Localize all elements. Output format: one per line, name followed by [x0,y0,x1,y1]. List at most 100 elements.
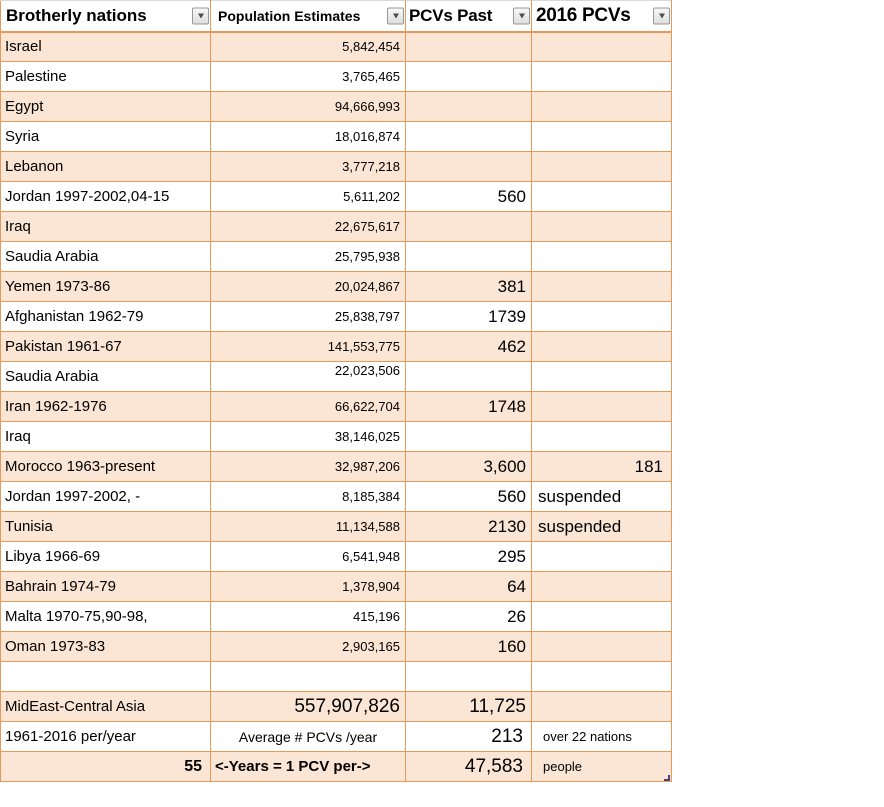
population-cell[interactable]: 8,185,384 [210,481,406,512]
pcvs-past-cell[interactable]: 3,600 [405,451,532,482]
pcvs-past-cell[interactable]: 381 [405,271,532,302]
pcvs-2016-cell[interactable] [531,271,672,302]
pcvs-2016-cell[interactable] [531,391,672,422]
population-cell[interactable]: 3,765,465 [210,61,406,92]
pcvs-2016-cell[interactable]: people [531,751,672,782]
nation-cell[interactable]: Jordan 1997-2002, - [0,481,211,512]
pcvs-past-cell[interactable]: 2130 [405,511,532,542]
header-pcvs-past[interactable]: PCVs Past [405,0,532,33]
population-cell[interactable]: 415,196 [210,601,406,632]
nation-cell[interactable]: Iraq [0,421,211,452]
nation-cell[interactable]: Egypt [0,91,211,122]
nation-cell[interactable]: Iraq [0,211,211,242]
nation-cell[interactable]: Morocco 1963-present [0,451,211,482]
population-cell[interactable]: 141,553,775 [210,331,406,362]
pcvs-past-cell[interactable] [405,241,532,272]
population-cell[interactable]: 2,903,165 [210,631,406,662]
pcvs-2016-cell[interactable] [531,571,672,602]
pcvs-past-cell[interactable] [405,61,532,92]
population-cell[interactable]: 6,541,948 [210,541,406,572]
nation-cell[interactable]: Bahrain 1974-79 [0,571,211,602]
nation-cell[interactable]: Israel [0,31,211,62]
population-cell[interactable]: 32,987,206 [210,451,406,482]
pcvs-past-cell[interactable] [405,121,532,152]
pcvs-past-cell[interactable]: 295 [405,541,532,572]
nation-cell[interactable]: Tunisia [0,511,211,542]
population-cell[interactable]: Average # PCVs /year [210,721,406,752]
nation-cell[interactable]: Malta 1970-75,90-98, [0,601,211,632]
nation-cell[interactable]: Syria [0,121,211,152]
pcvs-2016-cell[interactable] [531,61,672,92]
population-cell[interactable]: 1,378,904 [210,571,406,602]
population-cell[interactable]: 22,675,617 [210,211,406,242]
pcvs-past-cell[interactable]: 462 [405,331,532,362]
pcvs-2016-cell[interactable] [531,91,672,122]
nation-cell[interactable]: Iran 1962-1976 [0,391,211,422]
nation-cell[interactable]: Yemen 1973-86 [0,271,211,302]
nation-cell[interactable]: Palestine [0,61,211,92]
pcvs-past-cell[interactable]: 160 [405,631,532,662]
population-cell[interactable]: 25,795,938 [210,241,406,272]
nation-cell[interactable] [0,661,211,692]
pcvs-2016-cell[interactable] [531,121,672,152]
pcvs-2016-cell[interactable] [531,421,672,452]
pcvs-past-cell[interactable] [405,31,532,62]
population-cell[interactable]: 557,907,826 [210,691,406,722]
nation-cell[interactable]: 1961-2016 per/year [0,721,211,752]
nation-cell[interactable]: Pakistan 1961-67 [0,331,211,362]
pcvs-2016-cell[interactable] [531,241,672,272]
pcvs-2016-cell[interactable] [531,211,672,242]
nation-cell[interactable]: 55 [0,751,211,782]
nation-cell[interactable]: MidEast-Central Asia [0,691,211,722]
population-cell[interactable]: <-Years = 1 PCV per-> [210,751,406,782]
population-cell[interactable]: 11,134,588 [210,511,406,542]
pcvs-past-cell[interactable]: 560 [405,181,532,212]
pcvs-past-cell[interactable] [405,361,532,392]
pcvs-past-cell[interactable]: 64 [405,571,532,602]
nation-cell[interactable]: Saudia Arabia [0,361,211,392]
pcvs-2016-cell[interactable]: suspended [531,481,672,512]
nation-cell[interactable]: Afghanistan 1962-79 [0,301,211,332]
pcvs-2016-cell[interactable] [531,181,672,212]
pcvs-2016-cell[interactable] [531,331,672,362]
filter-dropdown-button[interactable] [192,7,209,25]
pcvs-past-cell[interactable] [405,91,532,122]
pcvs-past-cell[interactable] [405,661,532,692]
pcvs-past-cell[interactable] [405,151,532,182]
nation-cell[interactable]: Saudia Arabia [0,241,211,272]
nation-cell[interactable]: Jordan 1997-2002,04-15 [0,181,211,212]
pcvs-past-cell[interactable]: 1739 [405,301,532,332]
nation-cell[interactable]: Libya 1966-69 [0,541,211,572]
pcvs-2016-cell[interactable] [531,31,672,62]
header-population-estimates[interactable]: Population Estimates [210,0,406,33]
population-cell[interactable]: 94,666,993 [210,91,406,122]
pcvs-past-cell[interactable]: 47,583 [405,751,532,782]
pcvs-2016-cell[interactable]: over 22 nations [531,721,672,752]
pcvs-past-cell[interactable] [405,421,532,452]
filter-dropdown-button[interactable] [387,7,404,25]
population-cell[interactable]: 5,611,202 [210,181,406,212]
table-resize-handle[interactable] [664,775,670,781]
filter-dropdown-button[interactable] [513,7,530,25]
pcvs-2016-cell[interactable] [531,541,672,572]
population-cell[interactable]: 66,622,704 [210,391,406,422]
header-brotherly-nations[interactable]: Brotherly nations [0,0,211,33]
filter-dropdown-button[interactable] [653,7,670,25]
pcvs-past-cell[interactable]: 560 [405,481,532,512]
pcvs-2016-cell[interactable] [531,691,672,722]
pcvs-past-cell[interactable]: 26 [405,601,532,632]
pcvs-2016-cell[interactable] [531,301,672,332]
pcvs-2016-cell[interactable]: 181 [531,451,672,482]
pcvs-2016-cell[interactable] [531,661,672,692]
pcvs-past-cell[interactable]: 213 [405,721,532,752]
header-2016-pcvs[interactable]: 2016 PCVs [531,0,672,33]
pcvs-2016-cell[interactable]: suspended [531,511,672,542]
population-cell[interactable]: 3,777,218 [210,151,406,182]
population-cell[interactable]: 18,016,874 [210,121,406,152]
population-cell[interactable]: 22,023,506 [210,361,406,392]
pcvs-2016-cell[interactable] [531,151,672,182]
population-cell[interactable]: 5,842,454 [210,31,406,62]
pcvs-past-cell[interactable]: 11,725 [405,691,532,722]
population-cell[interactable]: 20,024,867 [210,271,406,302]
nation-cell[interactable]: Lebanon [0,151,211,182]
